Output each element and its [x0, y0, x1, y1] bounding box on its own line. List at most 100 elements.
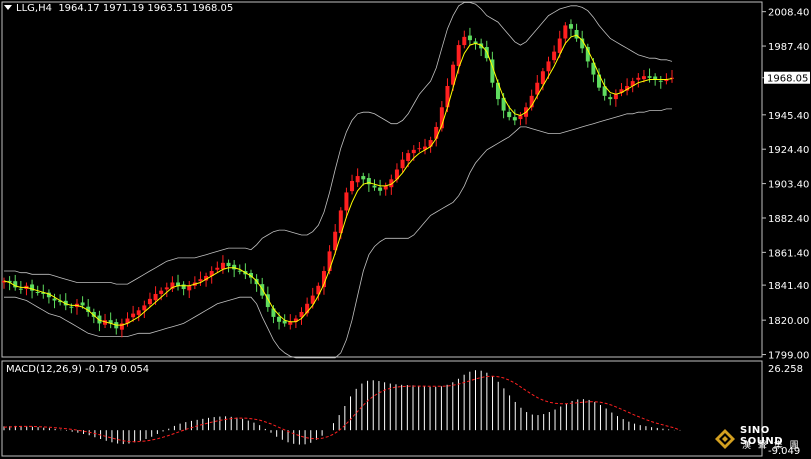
candle-body	[327, 251, 332, 272]
candle-body	[198, 279, 203, 282]
candle-body	[613, 94, 618, 100]
candle-body	[52, 298, 57, 301]
bollinger-lower-line	[4, 108, 672, 359]
candle-body	[63, 300, 68, 306]
main-panel-frame	[1, 1, 763, 358]
candle-body	[282, 320, 287, 324]
candle-body	[131, 313, 136, 318]
candle-body	[215, 267, 220, 270]
candle-body	[7, 280, 12, 283]
price-axis-label: 1903.40	[768, 180, 809, 191]
candle-body	[103, 320, 108, 325]
candle-body	[630, 81, 635, 87]
candle-body	[226, 262, 231, 267]
macd-axis-label-top: 26.258	[768, 364, 803, 375]
diamond-logo-icon	[715, 429, 735, 449]
candle-body	[41, 292, 46, 294]
candle-body	[473, 41, 478, 44]
candle-body	[372, 185, 377, 188]
candle-body	[237, 270, 242, 272]
candle-body	[125, 318, 130, 324]
candle-body	[316, 285, 321, 295]
candle-body	[366, 178, 371, 185]
price-axis-label: 1924.40	[768, 145, 809, 156]
candle-body	[164, 287, 169, 290]
candle-body	[563, 25, 568, 39]
candle-body	[355, 176, 360, 183]
candle-body	[495, 82, 500, 100]
price-axis-label: 1841.40	[768, 281, 809, 292]
price-axis-label: 1820.00	[768, 316, 809, 327]
candle-body	[220, 262, 225, 270]
candle-body	[512, 117, 517, 121]
current-price-label: 1968.05	[767, 74, 808, 85]
macd-axis-label-bottom: -9.049	[768, 446, 800, 457]
candle-body	[664, 79, 669, 82]
candle-body	[658, 80, 663, 82]
candle-body	[305, 303, 310, 314]
candle-body	[389, 179, 394, 188]
candle-body	[91, 311, 96, 317]
candle-body	[187, 285, 192, 291]
candle-body	[35, 291, 40, 293]
price-axis-label: 1861.40	[768, 248, 809, 259]
candle-body	[670, 77, 674, 79]
watermark-brand: SINO SOUND	[740, 425, 783, 447]
dropdown-triangle-icon[interactable]	[4, 5, 12, 10]
candle-body	[518, 115, 523, 120]
candle-body	[580, 38, 585, 49]
candle-body	[119, 323, 124, 330]
candle-body	[507, 111, 512, 118]
candle-body	[13, 281, 18, 288]
candle-body	[232, 264, 237, 270]
moving-average-line	[3, 34, 673, 326]
candle-body	[591, 62, 596, 75]
candle-body	[265, 294, 270, 308]
candle-body	[535, 82, 540, 95]
price-axis-label: 1799.00	[768, 351, 809, 362]
candle-body	[142, 305, 147, 311]
candle-body	[248, 272, 253, 278]
candle-body	[361, 176, 366, 180]
candle-body	[597, 74, 602, 88]
candle-body	[2, 280, 6, 283]
candle-body	[350, 180, 355, 192]
candle-body	[417, 148, 422, 150]
candle-body	[136, 310, 141, 315]
candle-body	[602, 86, 607, 96]
candle-body	[619, 89, 624, 93]
candle-body	[97, 315, 102, 324]
candle-body	[58, 300, 63, 303]
candle-body	[574, 30, 579, 39]
candle-body	[288, 321, 293, 325]
candle-body	[176, 282, 181, 286]
macd-panel-frame	[1, 360, 763, 457]
candle-body	[204, 275, 209, 281]
candle-body	[585, 47, 590, 62]
candle-body	[552, 51, 557, 61]
candle-body	[428, 140, 433, 147]
candle-body	[467, 35, 472, 41]
price-axis-label: 1987.40	[768, 42, 809, 53]
candle-body	[394, 169, 399, 180]
candle-body	[321, 271, 326, 288]
candle-body	[383, 185, 388, 190]
candle-body	[625, 86, 630, 91]
current-price-tag	[764, 71, 810, 84]
chart-header: LLG,H4 1964.17 1971.19 1963.51 1968.05	[4, 3, 233, 15]
candle-body	[400, 159, 405, 169]
symbol-label: LLG,H4	[16, 3, 52, 14]
candle-body	[209, 271, 214, 276]
candle-body	[18, 288, 23, 290]
candle-body	[299, 311, 304, 318]
candle-body	[540, 71, 545, 85]
candle-body	[310, 295, 315, 304]
candle-body	[439, 107, 444, 129]
candle-body	[271, 308, 276, 317]
candle-body	[653, 76, 658, 80]
candle-body	[147, 298, 152, 305]
candle-body	[86, 306, 91, 312]
ohlc-values: 1964.17 1971.19 1963.51 1968.05	[58, 3, 234, 14]
